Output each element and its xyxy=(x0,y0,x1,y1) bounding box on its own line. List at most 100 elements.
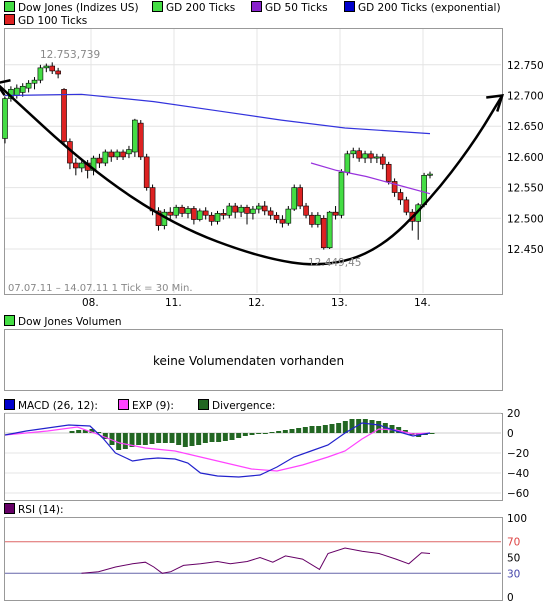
y-tick-label: 100 xyxy=(507,513,527,525)
legend-swatch xyxy=(344,1,355,12)
x-tick-label: 08. xyxy=(82,297,99,309)
candle xyxy=(108,151,115,158)
divergence-bar xyxy=(189,433,195,446)
divergence-bar xyxy=(296,428,302,433)
volume-panel xyxy=(4,329,503,391)
candle xyxy=(297,187,303,207)
legend-swatch xyxy=(4,315,15,326)
divergence-bar xyxy=(429,433,435,434)
candle xyxy=(232,205,239,213)
divergence-bar xyxy=(269,432,275,433)
candle xyxy=(356,150,362,159)
candle xyxy=(279,219,286,224)
divergence-bar xyxy=(402,430,408,433)
candle xyxy=(291,187,298,210)
divergence-bar xyxy=(382,423,388,433)
candle xyxy=(19,85,26,93)
candle xyxy=(250,208,256,214)
candle xyxy=(49,65,56,72)
candle xyxy=(96,157,103,164)
candle xyxy=(196,210,203,220)
divergence-bar xyxy=(162,433,168,443)
y-tick-label: 12.650 xyxy=(507,121,544,133)
divergence-bar xyxy=(202,433,208,443)
candle xyxy=(285,208,292,224)
legend-item-dow-jones: Dow Jones (Indizes US) xyxy=(2,1,139,14)
y-tick-label: −20 xyxy=(507,448,529,460)
legend-item-gd200: GD 200 Ticks xyxy=(150,1,235,14)
candle xyxy=(261,205,268,212)
candle xyxy=(309,214,315,225)
candle xyxy=(350,150,357,155)
candle xyxy=(173,206,179,216)
candle xyxy=(238,206,244,213)
x-tick-label: 12. xyxy=(248,297,265,309)
candle xyxy=(167,211,174,216)
divergence-bar xyxy=(236,433,242,438)
y-tick-label: 70 xyxy=(507,537,520,549)
candle xyxy=(244,206,250,214)
divergence-bar xyxy=(156,433,162,443)
candle xyxy=(155,210,162,226)
divergence-bar xyxy=(176,433,182,445)
divergence-bar xyxy=(349,419,355,433)
candle xyxy=(256,205,262,210)
divergence-bar xyxy=(329,424,335,433)
divergence-bar xyxy=(149,433,155,444)
y-tick-label: 12.500 xyxy=(507,213,544,225)
divergence-bar xyxy=(282,430,288,433)
candle xyxy=(143,156,150,188)
divergence-bar xyxy=(122,433,128,449)
candle xyxy=(61,89,67,142)
divergence-bar xyxy=(289,429,295,433)
candle xyxy=(114,151,120,158)
legend-swatch xyxy=(4,399,15,410)
divergence-bar xyxy=(376,421,382,433)
candle xyxy=(55,70,61,75)
candle xyxy=(332,211,339,216)
y-tick-label: 50 xyxy=(507,553,520,565)
trend-arrow-tail xyxy=(0,78,11,96)
candle xyxy=(379,156,386,165)
divergence-bar xyxy=(256,433,262,434)
divergence-bar xyxy=(229,433,235,440)
exp-line xyxy=(4,426,431,472)
legend-swatch xyxy=(4,1,15,12)
candle xyxy=(427,173,433,176)
candle xyxy=(391,181,398,193)
candle xyxy=(397,192,404,201)
candle xyxy=(320,218,327,249)
divergence-bar xyxy=(316,426,322,433)
divergence-bar xyxy=(249,433,255,435)
macd-panel xyxy=(4,413,503,501)
y-tick-label: 12.750 xyxy=(507,60,544,72)
y-tick-label: 0 xyxy=(507,592,514,604)
divergence-bar xyxy=(356,419,362,433)
divergence-bar xyxy=(336,423,342,433)
candle xyxy=(326,211,333,249)
candle xyxy=(303,205,309,216)
candle xyxy=(403,199,410,213)
price-chart: 12.750 12.700 12.650 12.600 12.550 12.500 12.4… xyxy=(0,29,544,309)
divergence-bar xyxy=(222,433,228,441)
trend-curve xyxy=(0,84,504,266)
divergence-bar xyxy=(142,433,148,445)
divergence-bar xyxy=(302,427,308,433)
divergence-bar xyxy=(129,433,135,447)
candle xyxy=(126,149,132,155)
divergence-bar xyxy=(396,427,402,433)
legend-swatch xyxy=(152,1,163,12)
divergence-bar xyxy=(342,421,348,433)
candle xyxy=(2,98,8,139)
divergence-bar xyxy=(276,431,282,433)
candle xyxy=(368,153,374,159)
candle xyxy=(185,208,191,214)
candle xyxy=(202,210,209,216)
divergence-bar xyxy=(136,433,142,445)
x-tick-label: 13. xyxy=(331,297,348,309)
y-tick-label: 12.600 xyxy=(507,152,544,164)
candle xyxy=(102,151,109,164)
candle xyxy=(73,162,79,169)
